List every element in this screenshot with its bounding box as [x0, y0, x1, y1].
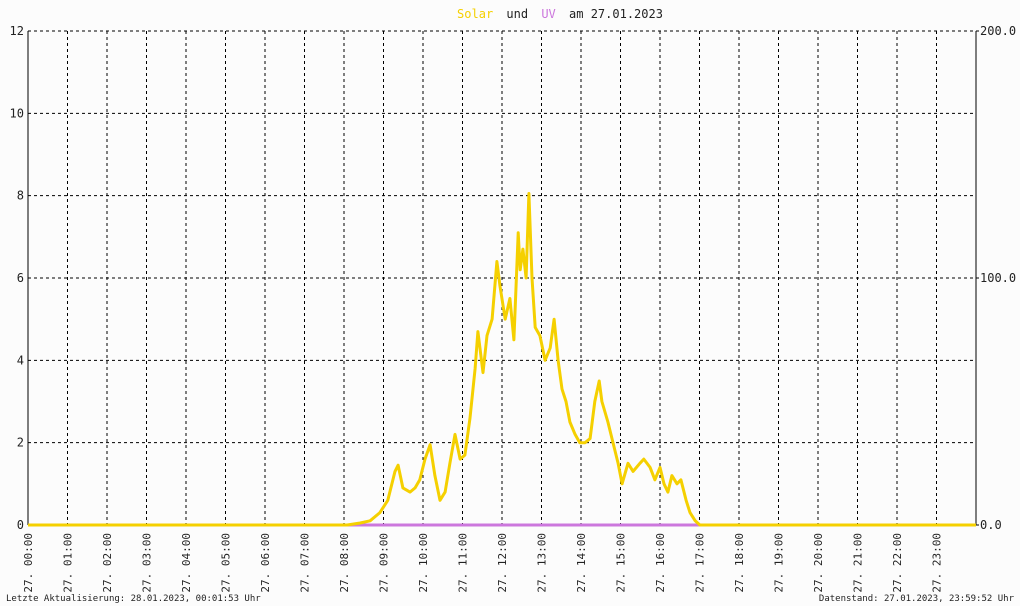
y-tick-label: 12: [10, 24, 24, 38]
footer-left: Letzte Aktualisierung: 28.01.2023, 00:01…: [6, 594, 261, 604]
x-tick-label: 27. 22:00: [891, 533, 904, 593]
x-tick-label: 27. 03:00: [141, 533, 154, 593]
y2-tick-label: 0.0: [980, 518, 1002, 532]
x-tick-label: 27. 16:00: [654, 533, 667, 593]
x-tick-label: 27. 02:00: [101, 533, 114, 593]
y-tick-label: 4: [17, 353, 24, 367]
x-tick-label: 27. 04:00: [180, 533, 193, 593]
title-uv: UV: [541, 7, 555, 21]
y-tick-label: 8: [17, 189, 24, 203]
x-tick-label: 27. 15:00: [615, 533, 628, 593]
y2-tick-label: 100.0: [980, 271, 1016, 285]
x-tick-label: 27. 23:00: [931, 533, 944, 593]
x-tick-label: 27. 14:00: [575, 533, 588, 593]
y-tick-label: 0: [17, 518, 24, 532]
title-date: am 27.01.2023: [569, 7, 663, 21]
title-solar: Solar: [457, 7, 493, 21]
x-tick-label: 27. 21:00: [852, 533, 865, 593]
x-tick-label: 27. 01:00: [62, 533, 75, 593]
x-tick-label: 27. 12:00: [496, 533, 509, 593]
x-tick-label: 27. 13:00: [536, 533, 549, 593]
y2-tick-label: 200.0: [980, 24, 1016, 38]
y-tick-label: 6: [17, 271, 24, 285]
chart-title: Solar und UV am 27.01.2023: [457, 7, 663, 21]
footer-right: Datenstand: 27.01.2023, 23:59:52 Uhr: [819, 594, 1015, 604]
x-tick-label: 27. 00:00: [22, 533, 35, 593]
y-tick-label: 10: [10, 106, 24, 120]
x-tick-label: 27. 19:00: [773, 533, 786, 593]
x-tick-label: 27. 09:00: [378, 533, 391, 593]
x-tick-label: 27. 10:00: [417, 533, 430, 593]
x-tick-label: 27. 20:00: [812, 533, 825, 593]
x-tick-label: 27. 17:00: [694, 533, 707, 593]
series-line: [28, 192, 976, 527]
x-tick-label: 27. 08:00: [338, 533, 351, 593]
x-tick-label: 27. 07:00: [299, 533, 312, 593]
x-tick-label: 27. 06:00: [259, 533, 272, 593]
x-tick-label: 27. 11:00: [457, 533, 470, 593]
x-tick-label: 27. 18:00: [733, 533, 746, 593]
x-tick-label: 27. 05:00: [220, 533, 233, 593]
title-und: und: [506, 7, 528, 21]
y-tick-label: 2: [17, 436, 24, 450]
